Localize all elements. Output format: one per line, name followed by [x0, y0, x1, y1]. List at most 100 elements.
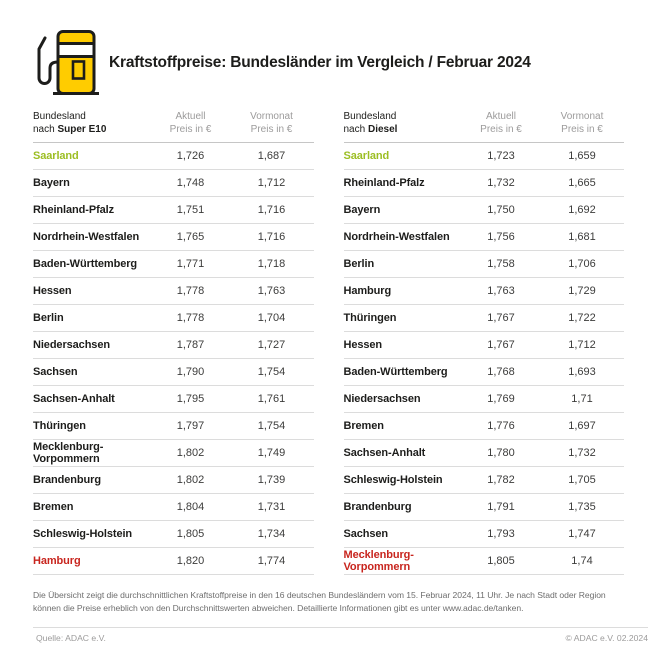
current-price: 1,750 [487, 204, 515, 217]
current-price: 1,791 [487, 501, 515, 514]
previous-month-price: 1,774 [257, 555, 286, 568]
current-price: 1,767 [487, 312, 515, 325]
current-price: 1,787 [176, 339, 205, 352]
previous-month-price: 1,732 [568, 447, 596, 460]
table-row: Brandenburg 1,791 1,735 [343, 494, 624, 522]
table-row: Thüringen 1,767 1,722 [343, 305, 624, 333]
state-name: Brandenburg [33, 474, 101, 487]
table-row: Schleswig-Holstein 1,805 1,734 [33, 521, 314, 549]
table-row: Rheinland-Pfalz 1,751 1,716 [33, 197, 314, 225]
table-row: Rheinland-Pfalz 1,732 1,665 [343, 170, 624, 198]
previous-month-price: 1,722 [568, 312, 596, 325]
column-header-aktuell: Aktuell Preis in € [480, 111, 522, 136]
state-name: Hessen [343, 339, 383, 352]
current-price: 1,805 [176, 528, 205, 541]
table-row: Hessen 1,778 1,763 [33, 278, 314, 306]
previous-month-price: 1,71 [571, 393, 593, 406]
current-price: 1,790 [176, 366, 205, 379]
state-name: Thüringen [343, 312, 397, 325]
table-body-diesel: Saarland 1,723 1,659 Rheinland-Pfalz 1,732 1,… [343, 143, 624, 576]
current-price: 1,776 [487, 420, 515, 433]
state-name: Niedersachsen [343, 393, 421, 406]
table-row: Baden-Württemberg 1,768 1,693 [343, 359, 624, 387]
state-name: Berlin [343, 258, 375, 271]
table-header-super-e10: Bundesland nach Super E10 Aktuell Preis … [33, 110, 314, 144]
current-price: 1,802 [176, 474, 205, 487]
page-title: Kraftstoffpreise: Bundesländer im Vergle… [109, 54, 531, 71]
previous-month-price: 1,734 [257, 528, 286, 541]
previous-month-price: 1,681 [568, 231, 596, 244]
previous-month-price: 1,716 [257, 231, 286, 244]
table-row: Niedersachsen 1,769 1,71 [343, 386, 624, 414]
table-row: Berlin 1,758 1,706 [343, 251, 624, 279]
state-name: Mecklenburg-Vorpommern [33, 441, 104, 466]
state-name: Sachsen-Anhalt [33, 393, 115, 406]
table-row: Saarland 1,723 1,659 [343, 143, 624, 171]
current-price: 1,778 [176, 312, 205, 325]
state-name: Schleswig-Holstein [33, 528, 133, 541]
previous-month-price: 1,739 [257, 474, 286, 487]
current-price: 1,780 [487, 447, 515, 460]
table-row: Sachsen-Anhalt 1,795 1,761 [33, 386, 314, 414]
table-row: Bremen 1,804 1,731 [33, 494, 314, 522]
table-row: Saarland 1,726 1,687 [33, 143, 314, 171]
previous-month-price: 1,716 [257, 204, 286, 217]
table-row: Sachsen 1,790 1,754 [33, 359, 314, 387]
fuel-type-label: Super E10 [57, 124, 107, 136]
previous-month-price: 1,712 [568, 339, 596, 352]
state-name: Schleswig-Holstein [343, 474, 443, 487]
current-price: 1,804 [176, 501, 205, 514]
current-price: 1,726 [176, 150, 205, 163]
current-price: 1,756 [487, 231, 515, 244]
fuel-pump-icon [37, 30, 99, 95]
current-price: 1,732 [487, 177, 515, 190]
previous-month-price: 1,665 [568, 177, 596, 190]
table-row: Sachsen 1,793 1,747 [343, 521, 624, 549]
previous-month-price: 1,754 [257, 366, 286, 379]
current-price: 1,820 [176, 555, 205, 568]
previous-month-price: 1,761 [257, 393, 286, 406]
table-row: Hamburg 1,820 1,774 [33, 548, 314, 576]
footnote-text: Die Übersicht zeigt die durchschnittlich… [33, 590, 606, 614]
table-row: Hessen 1,767 1,712 [343, 332, 624, 360]
table-header-diesel: Bundesland nach Diesel Aktuell Preis in … [343, 110, 624, 144]
column-header-bundesland: Bundesland nach Super E10 [33, 111, 107, 136]
table-row: Berlin 1,778 1,704 [33, 305, 314, 333]
previous-month-price: 1,735 [568, 501, 596, 514]
state-name: Bayern [343, 204, 381, 217]
previous-month-price: 1,692 [568, 204, 596, 217]
previous-month-price: 1,712 [257, 177, 286, 190]
current-price: 1,782 [487, 474, 515, 487]
previous-month-price: 1,718 [257, 258, 286, 271]
current-price: 1,771 [176, 258, 205, 271]
state-name: Hamburg [343, 285, 392, 298]
current-price: 1,765 [176, 231, 205, 244]
table-row: Schleswig-Holstein 1,782 1,705 [343, 467, 624, 495]
current-price: 1,793 [487, 528, 515, 541]
table-row: Mecklenburg-Vorpommern 1,802 1,749 [33, 440, 314, 468]
current-price: 1,763 [487, 285, 515, 298]
state-name: Saarland [343, 150, 390, 163]
header: Kraftstoffpreise: Bundesländer im Vergle… [0, 0, 668, 100]
state-name: Bremen [33, 501, 74, 514]
state-name: Sachsen [343, 528, 389, 541]
state-name: Sachsen-Anhalt [343, 447, 426, 460]
source-label: Quelle: ADAC e.V. [36, 633, 106, 644]
previous-month-price: 1,659 [568, 150, 596, 163]
tables-container: Bundesland nach Super E10 Aktuell Preis … [0, 100, 668, 576]
current-price: 1,795 [176, 393, 205, 406]
table-row: Thüringen 1,797 1,754 [33, 413, 314, 441]
current-price: 1,797 [176, 420, 205, 433]
previous-month-price: 1,693 [568, 366, 596, 379]
column-header-vormonat: Vormonat Preis in € [250, 111, 293, 136]
previous-month-price: 1,704 [257, 312, 286, 325]
state-name: Rheinland-Pfalz [33, 204, 115, 217]
table-row: Sachsen-Anhalt 1,780 1,732 [343, 440, 624, 468]
state-name: Thüringen [33, 420, 86, 433]
state-name: Bayern [33, 177, 70, 190]
table-row: Bayern 1,748 1,712 [33, 170, 314, 198]
current-price: 1,778 [176, 285, 205, 298]
state-name: Baden-Württemberg [33, 258, 138, 271]
state-name: Saarland [33, 150, 79, 163]
